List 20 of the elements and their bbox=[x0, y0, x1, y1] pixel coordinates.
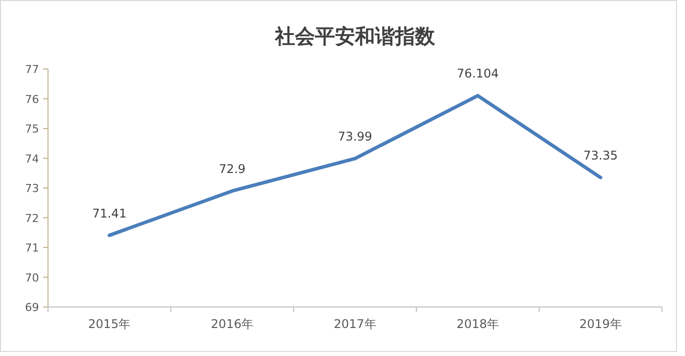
data-label: 72.9 bbox=[218, 162, 246, 176]
data-label: 76.104 bbox=[456, 66, 499, 81]
x-tick-label: 2018年 bbox=[456, 317, 500, 331]
x-tick-label: 2016年 bbox=[210, 317, 254, 331]
data-label: 73.99 bbox=[338, 130, 372, 144]
y-tick-label: 71 bbox=[25, 242, 39, 254]
y-tick-label: 73 bbox=[25, 182, 39, 195]
chart-title: 社会平安和谐指数 bbox=[274, 24, 436, 48]
y-tick-label: 74 bbox=[25, 152, 39, 166]
x-tick-label: 2015年 bbox=[88, 317, 131, 331]
y-tick-label: 69 bbox=[25, 301, 39, 314]
y-tick-label: 75 bbox=[25, 122, 39, 136]
y-tick-label: 72 bbox=[25, 212, 39, 225]
x-tick-label: 2019年 bbox=[579, 317, 622, 331]
y-tick-label: 76 bbox=[25, 92, 39, 106]
data-label: 71.41 bbox=[92, 206, 127, 220]
x-tick-label: 2017年 bbox=[334, 317, 376, 331]
y-tick-label: 77 bbox=[25, 63, 39, 76]
y-tick-label: 70 bbox=[25, 271, 39, 284]
data-label: 73.35 bbox=[583, 148, 618, 163]
